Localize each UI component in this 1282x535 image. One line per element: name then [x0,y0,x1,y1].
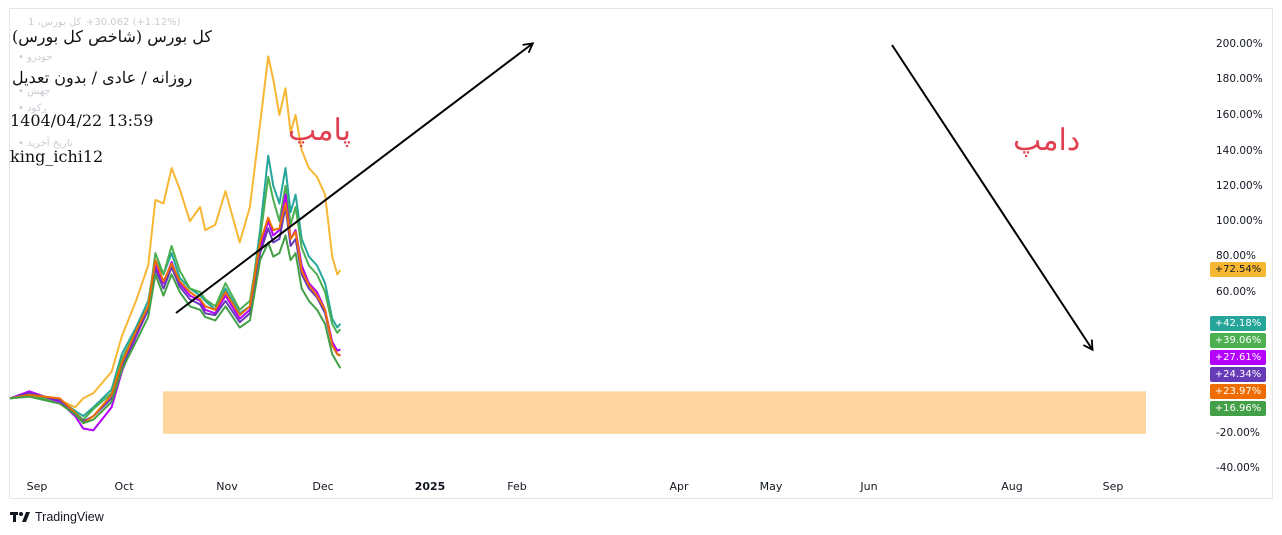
legend-series-name: کل بورس، 1 [28,17,82,28]
y-tick-label: 120.00% [1216,180,1263,192]
x-tick-label: Jun [860,480,878,493]
x-tick-label: Apr [669,480,689,493]
last-value-label: +27.61% [1210,350,1266,365]
pump-arrow [175,42,535,314]
last-value-label: +72.54% [1210,262,1266,277]
chart-title: کل بورس (شاخص کل بورس) [12,27,213,46]
x-tick-label: Nov [216,480,238,493]
last-value-label: +39.06% [1210,333,1266,348]
y-tick-label: -40.00% [1216,462,1260,474]
tradingview-logo[interactable]: TradingView [10,510,104,524]
chart-datetime: 1404/04/22 13:59 [10,111,154,130]
pump-annotation: پامپ [288,113,352,148]
legend-series-value: +30.062 (+1.12%) [86,17,181,28]
legend-faint-row: • رکود [18,103,47,114]
legend-faint-row: • خودرو [18,52,53,63]
x-tick-label: Feb [507,480,527,493]
legend-faint-row: • جهش [18,86,51,97]
legend-faint-row: • تاریخ آخرید [18,138,73,149]
tradingview-logo-icon [10,512,30,522]
x-tick-label: Sep [1102,480,1124,493]
chart-subtitle: روزانه / عادی / بدون تعدیل [12,68,193,87]
y-tick-label: 200.00% [1216,38,1263,50]
tradingview-logo-text: TradingView [35,510,104,524]
y-tick-label: 60.00% [1216,286,1257,298]
series-line-purple [9,193,341,432]
series-line-green2 [9,234,342,425]
y-tick-label: 100.00% [1216,215,1263,227]
x-tick-label: Aug [1001,480,1023,493]
x-tick-label: May [759,480,783,493]
y-tick-label: 80.00% [1216,250,1257,262]
series-line-indigo [9,206,341,423]
dump-arrow [891,44,1094,352]
y-tick-label: 160.00% [1216,109,1263,121]
chart-author: king_ichi12 [10,147,104,166]
last-value-label: +42.18% [1210,316,1266,331]
last-value-label: +23.97% [1210,384,1266,399]
dump-annotation: دامپ [1013,123,1081,158]
highlight-zone [163,391,1146,434]
x-tick-label: Dec [312,480,334,493]
series-line-yellow [9,55,342,409]
series-line-teal [9,154,342,418]
x-tick-label: Sep [26,480,48,493]
series-line-green [9,175,342,421]
last-value-label: +24.34% [1210,367,1266,382]
y-tick-label: -20.00% [1216,427,1260,439]
y-tick-label: 180.00% [1216,73,1263,85]
series-line-orange [9,202,341,425]
last-value-label: +16.96% [1210,401,1266,416]
y-tick-label: 140.00% [1216,145,1263,157]
series-layer [9,55,342,432]
x-tick-label: Oct [114,480,134,493]
x-tick-label: 2025 [414,480,446,493]
